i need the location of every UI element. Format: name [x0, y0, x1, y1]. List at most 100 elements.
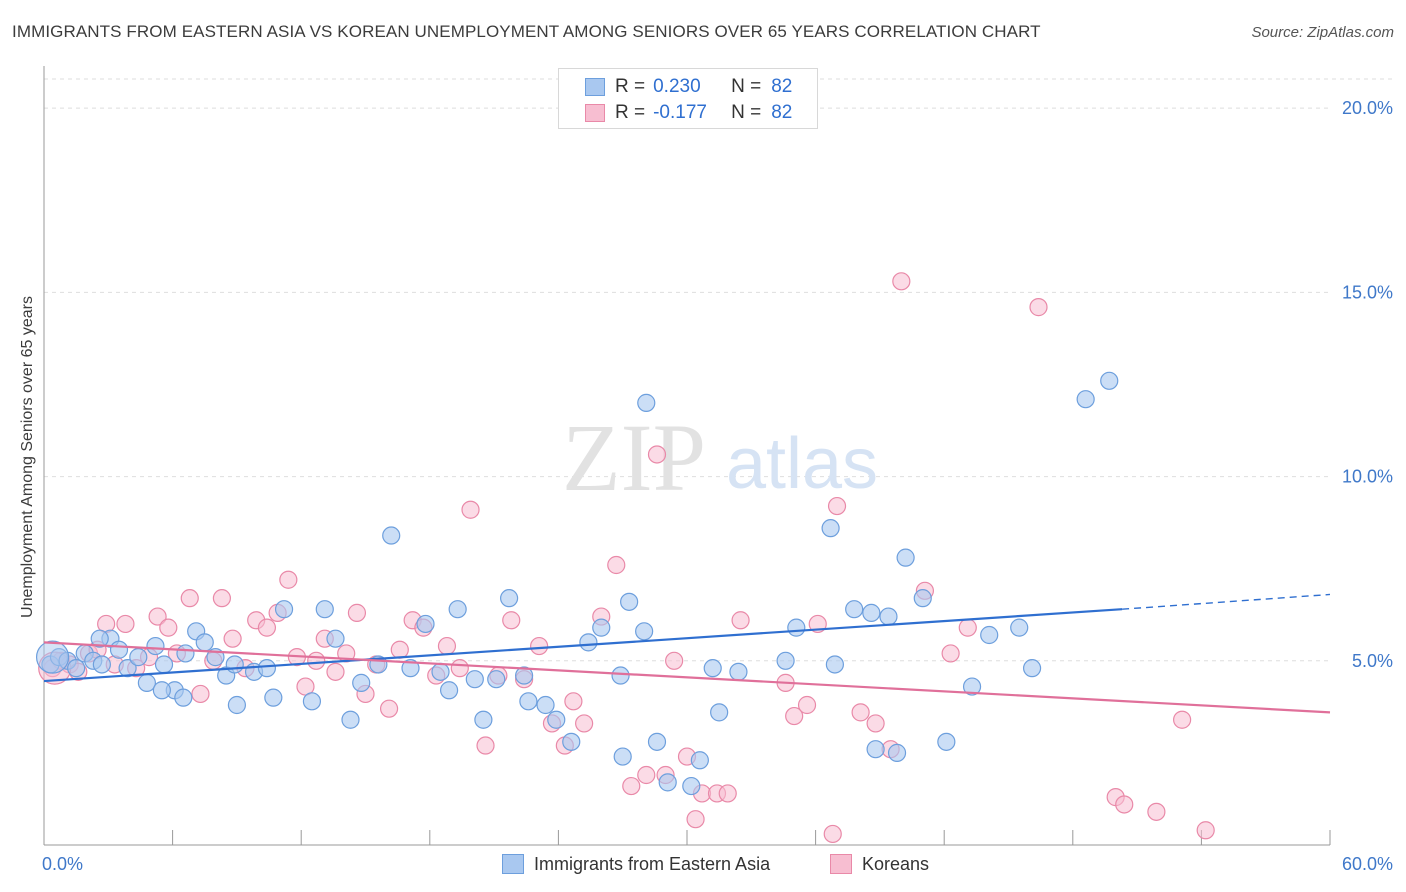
eastern-asia-point	[547, 710, 566, 729]
eastern-asia-point	[515, 666, 534, 685]
korean-point	[637, 765, 656, 785]
eastern-asia-point	[465, 670, 484, 689]
x-tick-label-max: 60.0%	[1342, 854, 1393, 874]
eastern-asia-point	[92, 655, 111, 674]
korean-point	[564, 692, 583, 711]
eastern-asia-point	[703, 659, 722, 678]
eastern-asia-point	[176, 644, 195, 663]
eastern-asia-point	[352, 673, 371, 692]
bottom-legend-label: Koreans	[862, 853, 930, 874]
bottom-legend-swatch-blue	[502, 854, 524, 874]
korean-point	[307, 651, 326, 670]
eastern-asia-point	[90, 629, 109, 648]
eastern-asia-point	[887, 743, 907, 762]
legend: R = 0.230 N = 82 R = -0.177 N = 82	[558, 68, 818, 129]
korean-point	[1196, 821, 1215, 840]
korean-point	[257, 618, 277, 637]
eastern-asia-point	[326, 629, 345, 648]
eastern-asia-point	[690, 751, 709, 770]
eastern-asia-point	[682, 776, 701, 796]
eastern-asia-point	[109, 640, 129, 659]
eastern-asia-point	[562, 732, 581, 751]
eastern-asia-point	[866, 740, 885, 759]
y-tick-label: 10.0%	[1342, 467, 1393, 487]
axes	[43, 66, 1331, 846]
watermark-zip: ZIP	[562, 404, 706, 511]
eastern-asia-point	[776, 651, 795, 670]
y-axis-label: Unemployment Among Seniors over 65 years	[19, 296, 36, 618]
eastern-asia-point	[980, 625, 999, 645]
eastern-asia-point	[592, 618, 611, 637]
y-tick-label: 20.0%	[1342, 98, 1393, 118]
korean-point	[450, 659, 469, 678]
chart-title: IMMIGRANTS FROM EASTERN ASIA VS KOREAN U…	[12, 22, 1041, 41]
legend-n-label: N =	[731, 102, 762, 123]
korean-point	[437, 636, 457, 656]
tick-labels: 5.0% 10.0% 15.0% 20.0% 0.0% 60.0%	[42, 98, 1393, 874]
watermark-atlas: atlas	[726, 424, 878, 504]
trend-lines	[43, 593, 1331, 714]
korean-point	[785, 706, 804, 726]
korean-point	[827, 496, 847, 516]
korean-point	[148, 607, 167, 626]
eastern-asia-point	[658, 773, 677, 792]
eastern-asia-point	[937, 732, 956, 751]
korean-point	[502, 611, 521, 630]
eastern-asia-point	[647, 732, 667, 751]
eastern-asia-point	[1010, 618, 1029, 637]
eastern-asia-point	[154, 655, 174, 674]
korean-point	[379, 699, 399, 718]
korean-trend-line	[43, 641, 1331, 714]
korean-point	[191, 684, 210, 704]
legend-r-label: R =	[615, 102, 646, 123]
korean-point	[279, 570, 298, 589]
korean-point	[223, 629, 242, 648]
y-tick-label: 15.0%	[1342, 282, 1393, 302]
eastern-asia-point-cluster	[35, 640, 70, 674]
korean-point	[647, 445, 667, 464]
eastern-asia-point	[579, 633, 598, 652]
eastern-asia-point	[137, 673, 156, 692]
eastern-asia-point	[146, 636, 165, 656]
eastern-asia-point	[845, 600, 864, 619]
eastern-asia-point	[67, 659, 86, 678]
eastern-asia-point	[174, 688, 193, 707]
eastern-asia-point	[536, 695, 555, 715]
korean-point	[607, 555, 626, 575]
korean-point	[797, 695, 817, 715]
eastern-asia-point	[257, 659, 277, 678]
korean-point	[461, 500, 480, 519]
bottom-legend-eastern-asia: Immigrants from Eastern Asia	[502, 852, 770, 876]
korean-point	[731, 611, 750, 630]
y-tick-label: 5.0%	[1352, 651, 1393, 671]
eastern-asia-point	[341, 710, 360, 729]
korean-point	[665, 651, 684, 670]
eastern-asia-point	[635, 622, 654, 641]
bottom-legend-swatch-pink	[830, 854, 852, 874]
korean-point	[1029, 298, 1048, 317]
eastern-asia-point	[1022, 659, 1042, 678]
eastern-asia-point	[519, 692, 538, 711]
legend-n-label: N =	[731, 76, 762, 97]
eastern-asia-point	[152, 681, 171, 700]
korean-point	[823, 824, 842, 844]
eastern-asia-point	[315, 600, 334, 619]
korean-point	[159, 618, 178, 637]
eastern-asia-point	[962, 677, 982, 696]
eastern-asia-point	[416, 614, 435, 634]
korean-point	[530, 636, 549, 656]
eastern-asia-point	[637, 393, 656, 412]
korean-point	[575, 714, 594, 733]
korean-point	[718, 784, 737, 803]
legend-r-label: R =	[615, 76, 646, 97]
legend-r-value: 0.230	[653, 76, 701, 97]
eastern-asia-point	[613, 747, 632, 766]
korean-point	[1147, 802, 1166, 821]
legend-r-value: -0.177	[653, 102, 707, 123]
eastern-asia-point	[487, 670, 506, 689]
eastern-asia-point	[439, 681, 459, 700]
legend-swatch-blue	[585, 78, 605, 96]
eastern-asia-trend-extension	[1122, 593, 1331, 610]
korean-point	[476, 736, 495, 755]
